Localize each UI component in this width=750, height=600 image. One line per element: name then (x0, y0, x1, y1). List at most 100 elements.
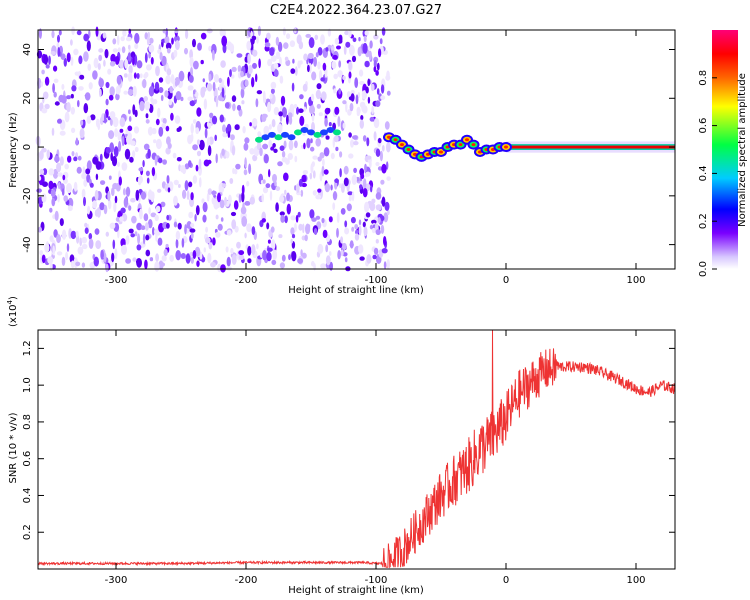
noise-cell (218, 96, 225, 102)
noise-cell (369, 40, 373, 49)
noise-cell (247, 258, 252, 264)
noise-cell (280, 95, 286, 106)
noise-cell (207, 188, 213, 196)
noise-cell (313, 228, 318, 235)
noise-cell (380, 95, 386, 100)
noise-cell (252, 118, 258, 127)
x-tick-label: 100 (626, 275, 645, 286)
noise-cell (54, 101, 60, 106)
noise-cell (299, 115, 305, 126)
noise-cell (77, 155, 82, 161)
noise-cell (308, 37, 315, 49)
noise-cell (231, 254, 237, 265)
noise-cell (144, 32, 148, 40)
signal-track-core (406, 148, 411, 151)
noise-cell (121, 244, 127, 255)
colorbar: 0.0 0.2 0.4 0.6 0.8 Normalized spectral ampl… (698, 30, 748, 277)
noise-cell (230, 134, 235, 141)
noise-cell (110, 53, 116, 63)
noise-cell (207, 122, 212, 129)
noise-cell (130, 233, 135, 238)
noise-cell (214, 74, 219, 83)
noise-cell (353, 141, 359, 146)
noise-cell (344, 227, 350, 235)
noise-cell (59, 156, 64, 166)
signal-track-core (400, 143, 404, 147)
noise-cell (321, 217, 325, 224)
noise-cell (98, 78, 104, 88)
noise-cell (351, 55, 357, 63)
noise-cell (227, 76, 230, 87)
noise-cell (161, 255, 167, 262)
noise-cell (80, 119, 84, 126)
noise-cell (119, 117, 126, 128)
noise-cell (66, 52, 71, 63)
noise-cell (232, 103, 236, 112)
noise-cell (144, 52, 148, 63)
noise-cell (84, 222, 88, 228)
noise-cell (205, 237, 211, 244)
noise-cell (273, 69, 279, 77)
noise-cell (321, 165, 325, 177)
noise-cell (221, 183, 227, 188)
noise-cell (170, 112, 174, 121)
signal-track-core (465, 138, 469, 142)
x-tick-label: -200 (235, 275, 258, 286)
noise-cell (296, 34, 302, 45)
noise-cell (75, 230, 79, 238)
noise-cell (221, 87, 225, 98)
noise-cell (73, 48, 79, 56)
noise-cell (274, 180, 277, 187)
noise-cell (221, 148, 225, 156)
noise-cell (74, 71, 80, 76)
noise-cell (58, 29, 62, 36)
noise-cell (196, 150, 202, 157)
noise-cell (322, 158, 325, 167)
noise-cell (303, 53, 308, 61)
noise-cell (341, 183, 345, 193)
colorbar-tick-label: 0.0 (698, 261, 709, 277)
noise-cell (317, 188, 322, 193)
noise-cell (158, 157, 163, 164)
noise-cell (287, 112, 293, 119)
noise-cell (186, 190, 190, 201)
noise-cell (206, 28, 213, 34)
noise-cell (315, 138, 322, 147)
faint-track-cell (307, 129, 315, 136)
noise-cell (63, 57, 67, 67)
noise-cell (193, 60, 199, 70)
noise-cell (351, 191, 355, 202)
noise-cell (328, 216, 333, 223)
noise-cell (39, 150, 44, 160)
noise-cell (229, 69, 232, 78)
noise-cell (152, 226, 155, 236)
noise-cell (311, 71, 317, 81)
noise-cell (373, 117, 380, 129)
noise-cell (286, 203, 291, 215)
noise-cell (115, 93, 120, 101)
noise-cell (59, 130, 66, 136)
noise-cell (139, 100, 145, 112)
noise-cell (312, 155, 318, 160)
noise-cell (319, 171, 323, 182)
noise-cell (41, 69, 45, 75)
noise-cell (263, 153, 269, 164)
noise-cell (327, 28, 332, 37)
noise-cell (81, 188, 86, 199)
noise-cell (51, 30, 55, 39)
noise-cell (127, 89, 134, 96)
noise-cell (360, 173, 365, 180)
noise-cell (157, 237, 163, 246)
noise-cell (51, 127, 55, 136)
noise-cell (348, 29, 352, 38)
noise-cell (83, 51, 89, 62)
noise-cell (372, 254, 377, 260)
y-tick-label: -40 (22, 236, 33, 252)
noise-cell (148, 207, 151, 215)
noise-cell (220, 264, 226, 273)
y-tick-label: 20 (22, 92, 33, 105)
noise-cell (159, 52, 163, 61)
noise-cell (237, 65, 242, 73)
noise-cell (154, 81, 160, 91)
noise-cell (359, 69, 364, 77)
